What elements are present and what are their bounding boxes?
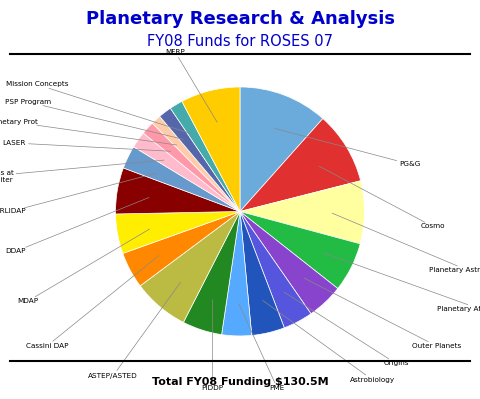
Wedge shape xyxy=(240,211,360,288)
Text: Mission Concepts: Mission Concepts xyxy=(6,81,192,134)
Text: PME: PME xyxy=(239,304,285,391)
Wedge shape xyxy=(240,211,311,328)
Text: MFRP: MFRP xyxy=(166,49,217,122)
Wedge shape xyxy=(160,108,240,211)
Wedge shape xyxy=(123,147,240,211)
Text: Planetary Research & Analysis: Planetary Research & Analysis xyxy=(85,10,395,28)
Text: Cosmo: Cosmo xyxy=(319,166,445,229)
Text: FY08 Funds for ROSES 07: FY08 Funds for ROSES 07 xyxy=(147,34,333,49)
Text: Cassini DAP: Cassini DAP xyxy=(26,256,159,349)
Text: LASER: LASER xyxy=(2,140,171,151)
Text: MDAP: MDAP xyxy=(17,229,149,304)
Wedge shape xyxy=(152,117,240,211)
Text: Astrobiology: Astrobiology xyxy=(263,300,395,383)
Wedge shape xyxy=(240,211,338,314)
Wedge shape xyxy=(240,87,323,211)
Text: Outer Planets: Outer Planets xyxy=(304,278,461,349)
Wedge shape xyxy=(116,168,240,214)
Wedge shape xyxy=(240,181,364,244)
Wedge shape xyxy=(240,211,284,336)
Text: New Horizons at
Jupiter: New Horizons at Jupiter xyxy=(0,160,164,183)
Wedge shape xyxy=(116,211,240,253)
Text: DDAP: DDAP xyxy=(5,198,149,254)
Text: Planetary Astronomy: Planetary Astronomy xyxy=(332,213,480,273)
Text: Planetary Prot: Planetary Prot xyxy=(0,119,177,145)
Text: ASTEP/ASTED: ASTEP/ASTED xyxy=(88,282,180,379)
Wedge shape xyxy=(123,211,240,286)
Text: PSP Program: PSP Program xyxy=(5,99,183,139)
Text: Total FY08 Funding $130.5M: Total FY08 Funding $130.5M xyxy=(152,377,328,387)
Wedge shape xyxy=(240,119,360,211)
Wedge shape xyxy=(140,211,240,322)
Text: PIDDP: PIDDP xyxy=(202,300,224,391)
Wedge shape xyxy=(222,211,252,336)
Text: SRLIDAP: SRLIDAP xyxy=(0,173,156,215)
Wedge shape xyxy=(182,87,240,211)
Wedge shape xyxy=(170,101,240,211)
Wedge shape xyxy=(183,211,240,335)
Wedge shape xyxy=(133,133,240,211)
Text: PG&G: PG&G xyxy=(275,128,420,167)
Wedge shape xyxy=(143,123,240,211)
Text: Planetary Atmospheres: Planetary Atmospheres xyxy=(323,253,480,312)
Text: Origins: Origins xyxy=(284,292,408,366)
